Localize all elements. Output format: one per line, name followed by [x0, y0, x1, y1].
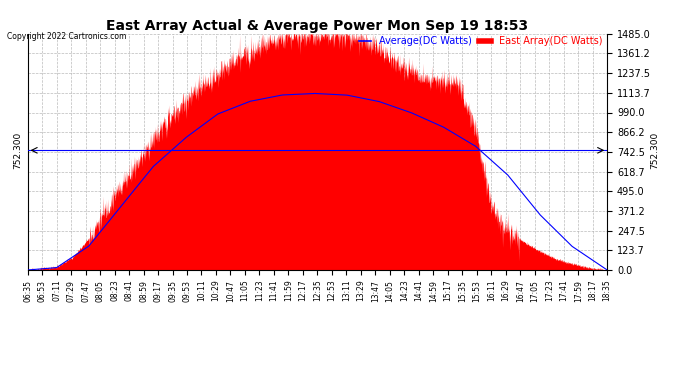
Text: 752.300: 752.300 [13, 132, 22, 169]
Title: East Array Actual & Average Power Mon Sep 19 18:53: East Array Actual & Average Power Mon Se… [106, 19, 529, 33]
Text: 752.300: 752.300 [651, 132, 660, 169]
Legend: Average(DC Watts), East Array(DC Watts): Average(DC Watts), East Array(DC Watts) [359, 36, 602, 46]
Text: Copyright 2022 Cartronics.com: Copyright 2022 Cartronics.com [7, 32, 126, 41]
